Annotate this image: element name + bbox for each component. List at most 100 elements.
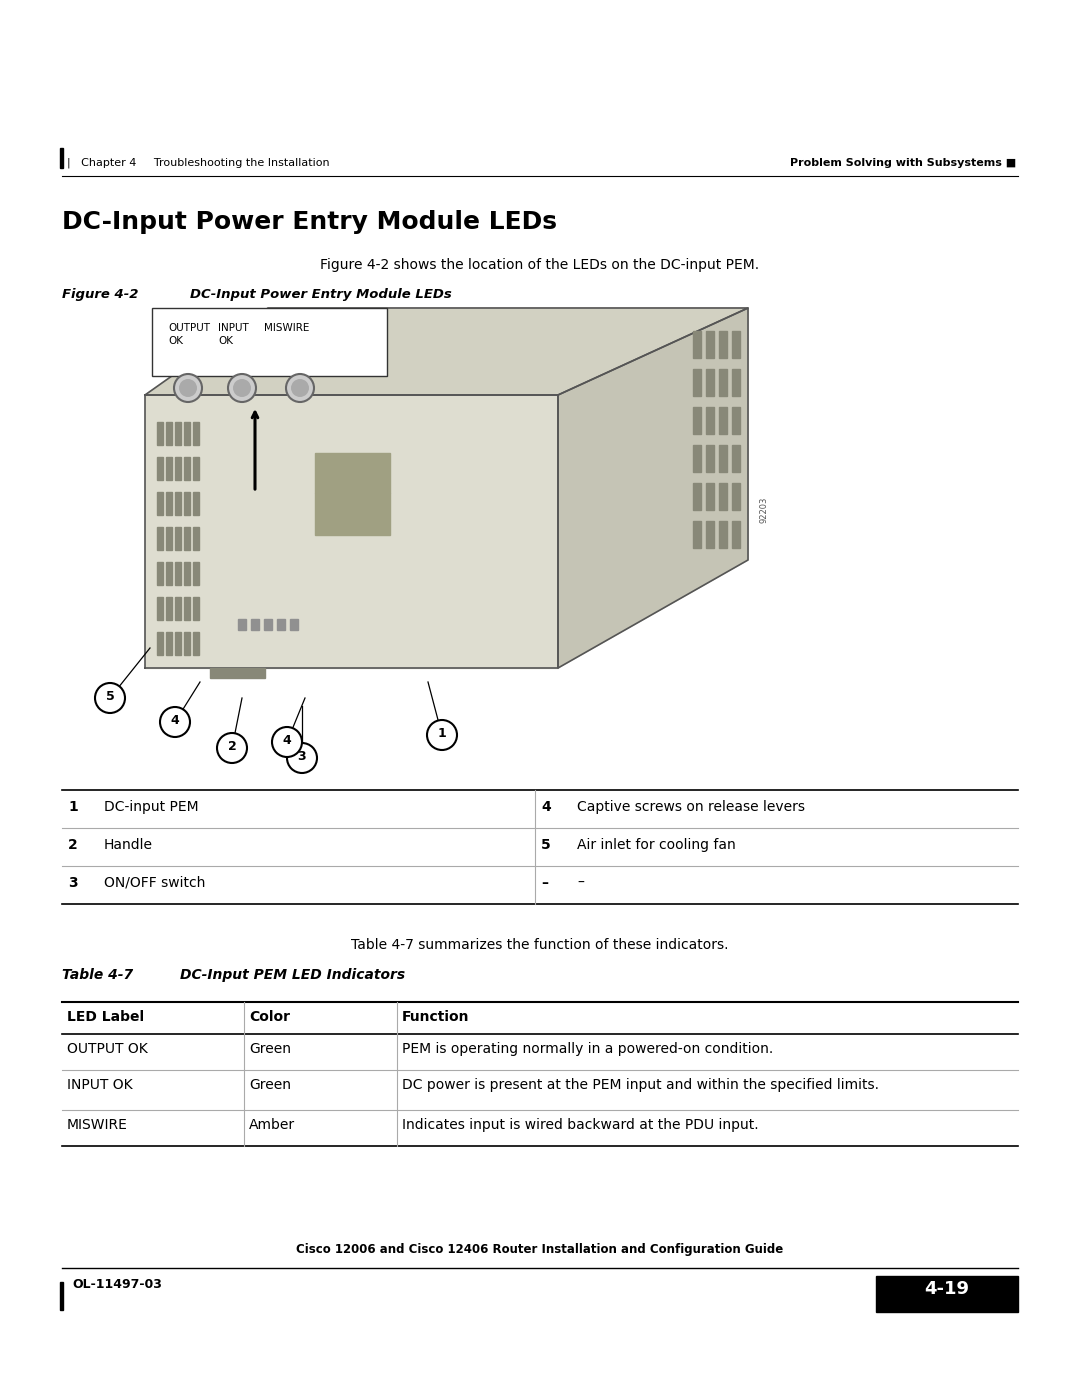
Bar bbox=[193, 631, 199, 655]
Bar bbox=[184, 457, 190, 481]
Bar bbox=[876, 1275, 1018, 1312]
Bar bbox=[251, 619, 259, 630]
Bar bbox=[719, 407, 727, 434]
Circle shape bbox=[291, 379, 309, 397]
Bar bbox=[60, 1282, 63, 1310]
Bar bbox=[175, 457, 181, 481]
Text: Handle: Handle bbox=[104, 838, 153, 852]
Bar bbox=[732, 521, 740, 548]
Bar bbox=[166, 492, 172, 515]
Text: OUTPUT: OUTPUT bbox=[168, 323, 210, 332]
Bar bbox=[60, 148, 63, 168]
Bar bbox=[693, 521, 701, 548]
Bar bbox=[166, 631, 172, 655]
Text: MISWIRE: MISWIRE bbox=[67, 1118, 127, 1132]
Bar bbox=[732, 331, 740, 358]
Bar bbox=[193, 527, 199, 550]
Bar bbox=[166, 527, 172, 550]
Text: INPUT OK: INPUT OK bbox=[67, 1078, 133, 1092]
Polygon shape bbox=[145, 307, 748, 395]
Bar bbox=[291, 619, 298, 630]
Circle shape bbox=[233, 379, 251, 397]
Text: DC-Input Power Entry Module LEDs: DC-Input Power Entry Module LEDs bbox=[190, 288, 451, 300]
Text: –: – bbox=[577, 876, 584, 890]
Text: Function: Function bbox=[402, 1010, 470, 1024]
Text: 1: 1 bbox=[68, 800, 78, 814]
Text: LED Label: LED Label bbox=[67, 1010, 144, 1024]
Bar bbox=[264, 619, 272, 630]
Bar bbox=[719, 331, 727, 358]
Circle shape bbox=[174, 374, 202, 402]
Text: OL-11497-03: OL-11497-03 bbox=[72, 1278, 162, 1291]
Bar bbox=[184, 492, 190, 515]
Text: DC power is present at the PEM input and within the specified limits.: DC power is present at the PEM input and… bbox=[402, 1078, 879, 1092]
Text: 3: 3 bbox=[68, 876, 78, 890]
Bar bbox=[193, 562, 199, 585]
Polygon shape bbox=[558, 307, 748, 668]
Text: 4: 4 bbox=[541, 800, 551, 814]
Text: 4-19: 4-19 bbox=[924, 1280, 970, 1298]
Text: MISWIRE: MISWIRE bbox=[264, 323, 309, 332]
Bar bbox=[157, 597, 163, 620]
Bar bbox=[166, 457, 172, 481]
Text: ON/OFF switch: ON/OFF switch bbox=[104, 876, 205, 890]
Bar bbox=[719, 446, 727, 472]
Text: Cisco 12006 and Cisco 12406 Router Installation and Configuration Guide: Cisco 12006 and Cisco 12406 Router Insta… bbox=[296, 1243, 784, 1256]
Bar bbox=[706, 521, 714, 548]
Circle shape bbox=[160, 707, 190, 738]
Text: 1: 1 bbox=[437, 726, 446, 740]
Text: Amber: Amber bbox=[249, 1118, 295, 1132]
Bar bbox=[175, 597, 181, 620]
Bar bbox=[193, 492, 199, 515]
Bar bbox=[157, 562, 163, 585]
Bar bbox=[238, 619, 246, 630]
Circle shape bbox=[228, 374, 256, 402]
Bar bbox=[184, 597, 190, 620]
Text: DC-input PEM: DC-input PEM bbox=[104, 800, 199, 814]
Bar bbox=[693, 446, 701, 472]
Bar bbox=[693, 369, 701, 395]
Bar bbox=[719, 369, 727, 395]
Text: Indicates input is wired backward at the PDU input.: Indicates input is wired backward at the… bbox=[402, 1118, 758, 1132]
Circle shape bbox=[179, 379, 197, 397]
Bar bbox=[693, 331, 701, 358]
Bar bbox=[184, 631, 190, 655]
Bar bbox=[193, 457, 199, 481]
Bar bbox=[315, 453, 390, 493]
Bar bbox=[706, 369, 714, 395]
Text: PEM is operating normally in a powered-on condition.: PEM is operating normally in a powered-o… bbox=[402, 1042, 773, 1056]
Text: DC-Input Power Entry Module LEDs: DC-Input Power Entry Module LEDs bbox=[62, 210, 557, 235]
Circle shape bbox=[217, 733, 247, 763]
Bar bbox=[157, 492, 163, 515]
Bar bbox=[693, 483, 701, 510]
Bar bbox=[706, 407, 714, 434]
Text: 2: 2 bbox=[228, 740, 237, 753]
Text: 5: 5 bbox=[541, 838, 551, 852]
Bar bbox=[193, 422, 199, 446]
Bar bbox=[152, 307, 387, 376]
Bar bbox=[175, 492, 181, 515]
Text: 92203: 92203 bbox=[759, 497, 769, 524]
Bar bbox=[719, 483, 727, 510]
Bar bbox=[166, 422, 172, 446]
Bar bbox=[175, 422, 181, 446]
Text: OUTPUT OK: OUTPUT OK bbox=[67, 1042, 148, 1056]
Text: 4: 4 bbox=[283, 733, 292, 747]
Bar bbox=[693, 407, 701, 434]
Bar bbox=[732, 407, 740, 434]
Text: –: – bbox=[541, 876, 548, 890]
Text: Color: Color bbox=[249, 1010, 291, 1024]
Text: Table 4-7: Table 4-7 bbox=[62, 968, 133, 982]
Bar bbox=[175, 527, 181, 550]
Text: OK: OK bbox=[168, 337, 183, 346]
Text: DC-Input PEM LED Indicators: DC-Input PEM LED Indicators bbox=[180, 968, 405, 982]
Bar bbox=[706, 446, 714, 472]
Bar bbox=[732, 483, 740, 510]
Circle shape bbox=[427, 719, 457, 750]
Polygon shape bbox=[145, 395, 558, 668]
Bar bbox=[157, 527, 163, 550]
Bar bbox=[706, 483, 714, 510]
Bar bbox=[210, 668, 265, 678]
Bar bbox=[706, 331, 714, 358]
Text: Figure 4-2 shows the location of the LEDs on the DC-input PEM.: Figure 4-2 shows the location of the LED… bbox=[321, 258, 759, 272]
